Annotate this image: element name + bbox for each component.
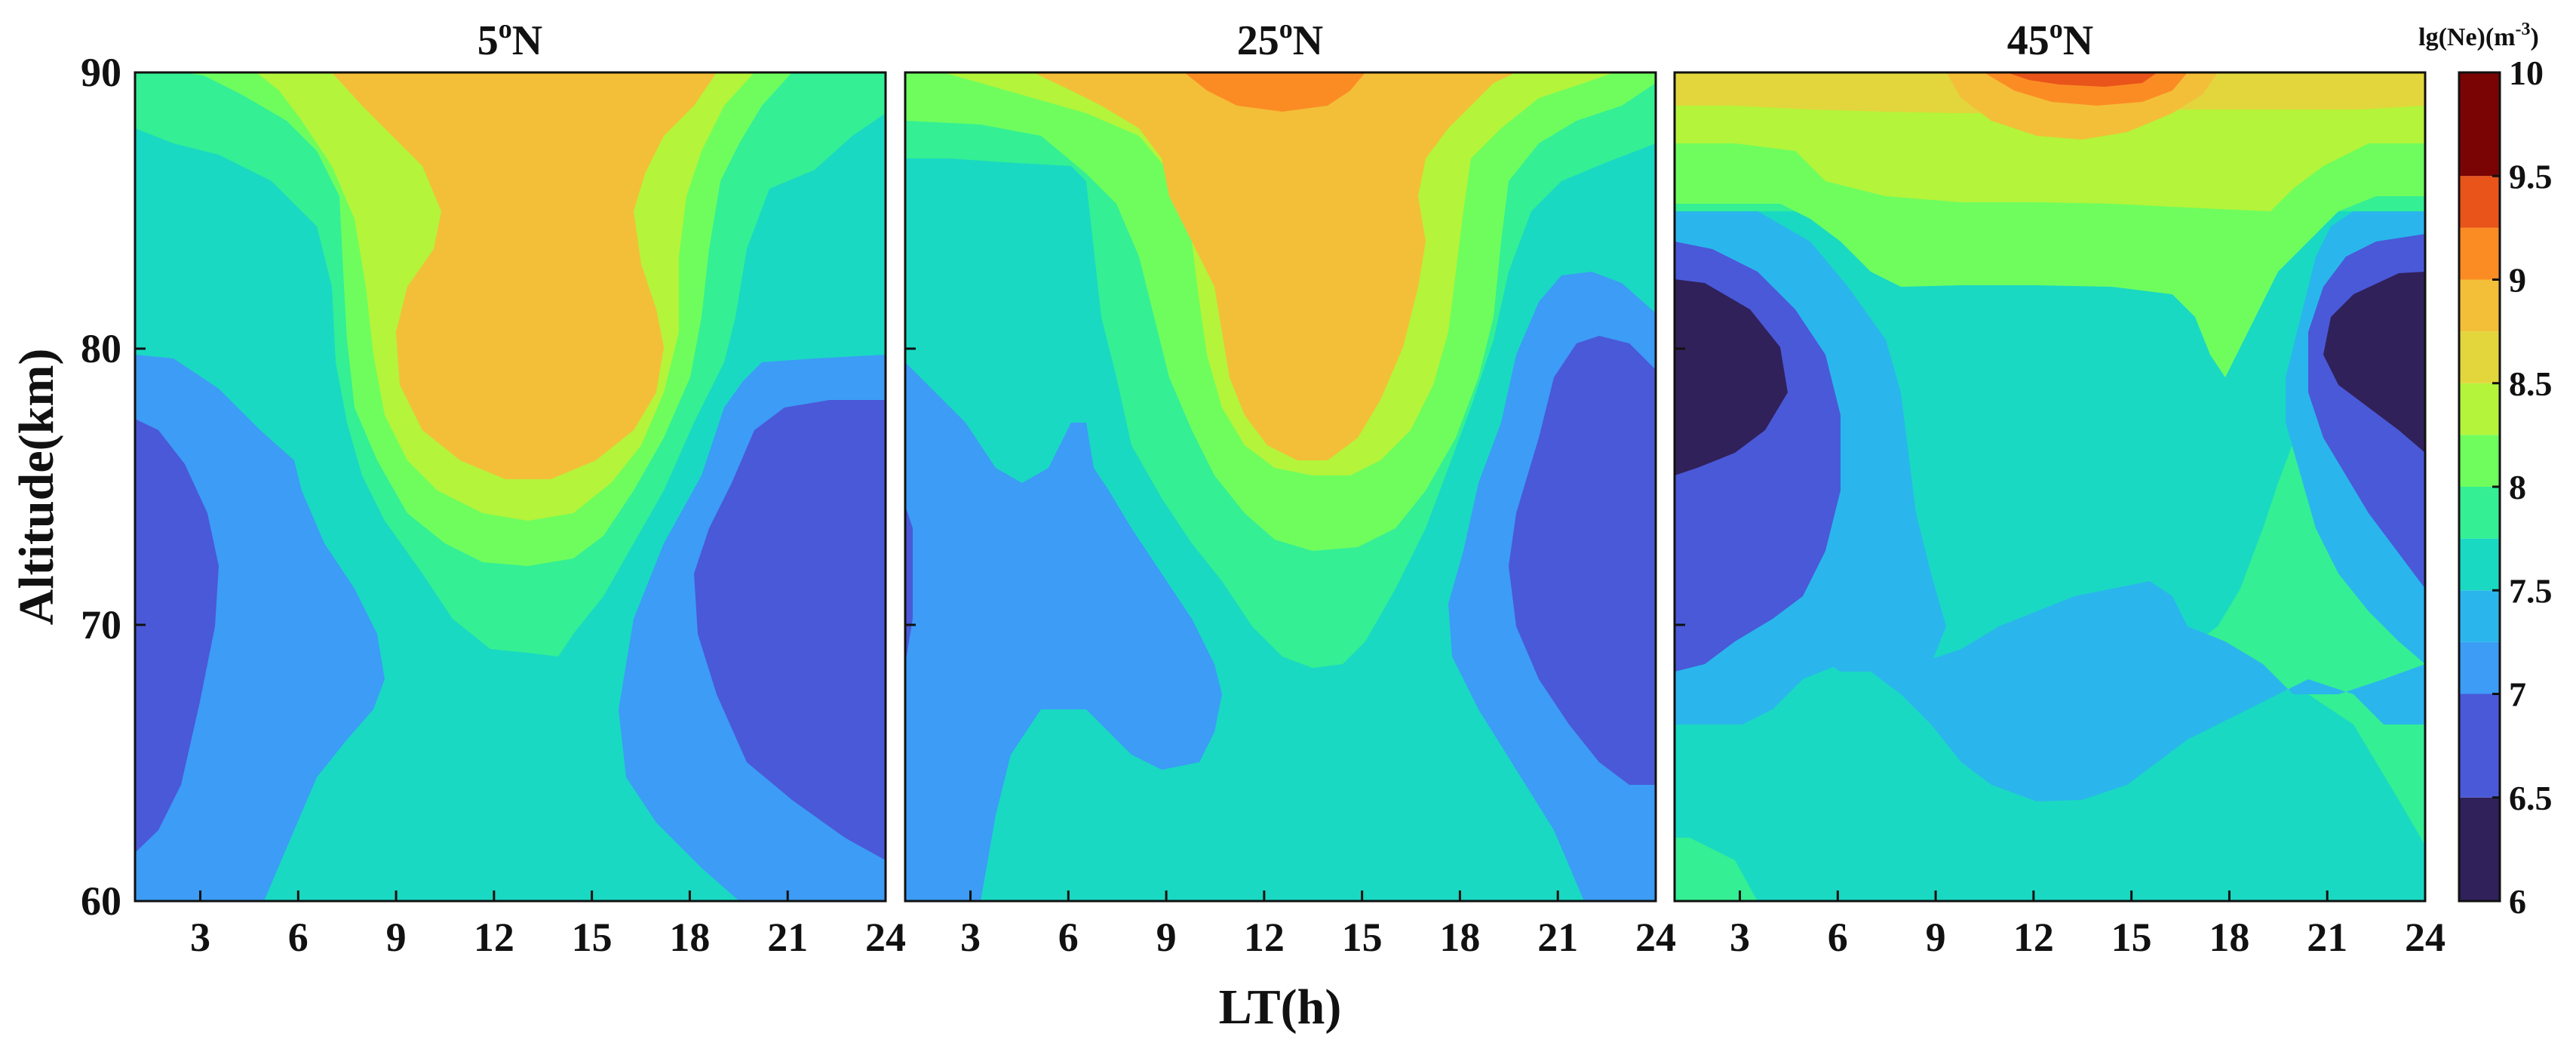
contour-fill-25n — [905, 72, 1656, 901]
colorbar-bands — [2459, 72, 2500, 901]
colorbar-band — [2459, 72, 2500, 177]
colorbar-tick-label: 7 — [2509, 675, 2526, 714]
x-tick-label: 15 — [1342, 915, 1383, 960]
panel-title-45n: 45oN — [2007, 14, 2093, 64]
axes-frame-5n — [134, 71, 887, 903]
x-tick-label: 9 — [1926, 915, 1946, 960]
colorbar-tick-label: 9 — [2509, 261, 2526, 300]
x-tick-label: 3 — [190, 915, 210, 960]
colorbar-tick-label: 8.5 — [2509, 365, 2553, 403]
x-tick-label: 6 — [288, 915, 309, 960]
contour-fill-45n — [1675, 72, 2425, 901]
colorbar-band — [2459, 694, 2500, 798]
x-tick-label: 21 — [2307, 915, 2347, 960]
y-tick-label: 70 — [81, 602, 121, 648]
axes-frame-25n — [904, 71, 1657, 903]
colorbar: 6 6.5 7 7.5 8 8.5 9 9.5 10 lg(Ne)(m-3) — [2418, 20, 2552, 921]
x-tick-label: 21 — [1537, 915, 1578, 960]
y-tick-label: 90 — [81, 50, 121, 95]
colorbar-tick-label: 10 — [2509, 54, 2544, 92]
colorbar-band — [2459, 176, 2500, 228]
colorbar-band — [2459, 227, 2500, 280]
colorbar-tick-label: 8 — [2509, 468, 2526, 506]
panel-title-25n: 25oN — [1237, 14, 1323, 64]
colorbar-band — [2459, 435, 2500, 487]
colorbar-band — [2459, 590, 2500, 642]
colorbar-band — [2459, 383, 2500, 435]
x-axis-label: LT(h) — [1219, 980, 1342, 1035]
x-tick-label: 6 — [1058, 915, 1079, 960]
contour-fill-5n — [135, 72, 886, 901]
x-tick-label: 24 — [1635, 915, 1676, 960]
x-tick-label: 3 — [1730, 915, 1750, 960]
x-tick-label: 18 — [1439, 915, 1480, 960]
panel-5n: 5oN — [134, 14, 887, 903]
colorbar-tick-label: 6.5 — [2509, 779, 2553, 817]
x-tick-label: 21 — [767, 915, 808, 960]
colorbar-ticks: 6 6.5 7 7.5 8 8.5 9 9.5 10 — [2492, 54, 2553, 921]
colorbar-band — [2459, 487, 2500, 539]
x-tick-label: 24 — [865, 915, 906, 960]
x-tick-label: 12 — [2013, 915, 2054, 960]
x-tick-label: 9 — [386, 915, 407, 960]
panel-45n: 45oN — [1673, 14, 2427, 903]
x-tick-label: 15 — [2111, 915, 2152, 960]
colorbar-band — [2459, 538, 2500, 591]
colorbar-band — [2459, 331, 2500, 383]
colorbar-tick-label: 7.5 — [2509, 571, 2553, 610]
x-tick-label: 9 — [1156, 915, 1177, 960]
panel-25n: 25oN — [904, 14, 1657, 903]
x-tick-label: 18 — [669, 915, 710, 960]
axes-frame-45n — [1673, 71, 2427, 903]
colorbar-band — [2459, 641, 2500, 694]
x-tick-label: 18 — [2209, 915, 2249, 960]
x-tick-label: 12 — [474, 915, 514, 960]
x-tick-label: 15 — [572, 915, 613, 960]
colorbar-tick-label: 6 — [2509, 882, 2526, 921]
x-tick-label: 3 — [960, 915, 981, 960]
axes-layer: 3 6 9 12 15 18 21 24 60 70 80 90 3 6 9 12 15 18 21 24 3 6 9 12 1… — [81, 50, 2446, 960]
y-axis-label: Altitude(km) — [9, 349, 64, 626]
colorbar-tick-label: 9.5 — [2509, 157, 2553, 195]
y-tick-label: 60 — [81, 878, 121, 924]
x-tick-label: 6 — [1828, 915, 1848, 960]
colorbar-band — [2459, 797, 2500, 901]
x-tick-label: 12 — [1244, 915, 1285, 960]
colorbar-band — [2459, 279, 2500, 332]
x-tick-label: 24 — [2405, 915, 2446, 960]
panel-title-5n: 5oN — [477, 14, 542, 64]
y-tick-label: 80 — [81, 326, 121, 371]
colorbar-label: lg(Ne)(m-3) — [2418, 20, 2539, 51]
